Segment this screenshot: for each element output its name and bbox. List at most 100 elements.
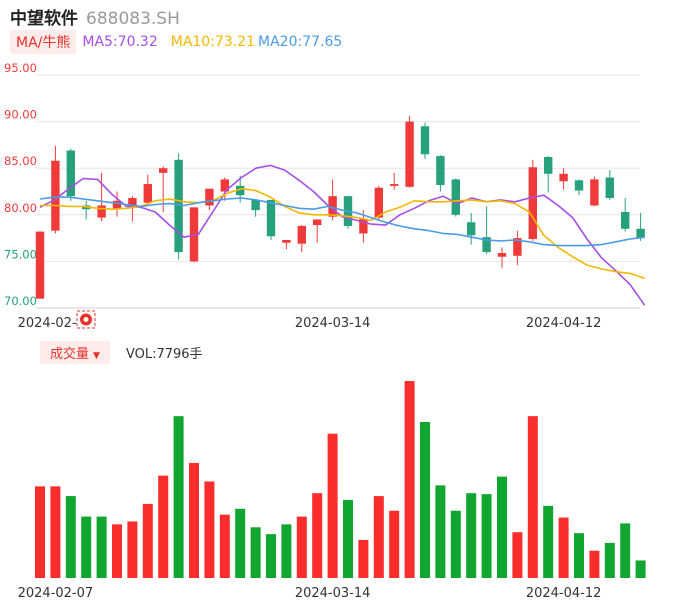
volume-bar[interactable] <box>497 476 507 578</box>
volume-bar[interactable] <box>543 505 554 578</box>
candle[interactable] <box>528 159 537 241</box>
volume-bar[interactable] <box>50 486 61 578</box>
candle-body <box>374 187 383 218</box>
volume-bar[interactable] <box>327 433 338 578</box>
ma5-line <box>39 164 646 306</box>
y-tick-label: 75.00 <box>4 247 37 261</box>
candle[interactable] <box>66 148 75 201</box>
candle[interactable] <box>51 145 60 234</box>
candle[interactable] <box>544 156 553 193</box>
candle[interactable] <box>174 153 183 260</box>
candle[interactable] <box>266 199 276 240</box>
volume-bar[interactable] <box>558 517 569 578</box>
volume-bar[interactable] <box>112 524 122 578</box>
volume-bar[interactable] <box>589 550 600 578</box>
candle[interactable] <box>390 172 399 190</box>
candle-body <box>328 196 337 217</box>
ma-indicator-selector[interactable]: MA/牛熊 <box>10 30 77 54</box>
volume-bar[interactable] <box>266 534 276 578</box>
y-tick-label: 80.00 <box>4 201 37 215</box>
volume-bar[interactable] <box>435 485 446 578</box>
candle[interactable] <box>605 170 614 200</box>
volume-bar[interactable] <box>512 532 523 578</box>
candle[interactable] <box>128 196 137 222</box>
volume-bar[interactable] <box>296 516 307 578</box>
candle-body <box>420 126 430 155</box>
volume-bar[interactable] <box>189 462 199 578</box>
candle[interactable] <box>97 172 106 222</box>
event-marker-dot <box>83 317 89 322</box>
volume-bar[interactable] <box>127 521 138 578</box>
volume-indicator-selector[interactable]: 成交量 ▼ <box>40 340 110 364</box>
candle[interactable] <box>205 188 214 211</box>
volume-legend: 成交量 ▼ VOL:7796手 <box>40 340 203 364</box>
volume-bar[interactable] <box>235 508 246 578</box>
volume-bar[interactable] <box>604 542 615 578</box>
volume-bar[interactable] <box>358 539 369 578</box>
volume-bar[interactable] <box>373 496 384 578</box>
candle[interactable] <box>328 179 337 221</box>
candle-body <box>35 231 45 299</box>
volume-bar[interactable] <box>450 510 461 578</box>
volume-bar[interactable] <box>466 493 477 578</box>
volume-bar[interactable] <box>312 493 323 578</box>
candle[interactable] <box>467 212 476 245</box>
volume-bar[interactable] <box>420 422 430 578</box>
volume-bar[interactable] <box>404 381 415 578</box>
volume-bar[interactable] <box>250 527 261 578</box>
candle[interactable] <box>497 247 507 268</box>
candle[interactable] <box>590 176 599 207</box>
candle[interactable] <box>251 199 260 217</box>
volume-bar[interactable] <box>65 496 76 578</box>
candle-body <box>174 159 183 253</box>
candle[interactable] <box>374 185 383 220</box>
volume-bar[interactable] <box>219 514 230 578</box>
volume-bar[interactable] <box>527 416 538 578</box>
candle-body <box>467 222 476 236</box>
candle-body <box>51 160 60 231</box>
candle[interactable] <box>405 116 414 188</box>
candle[interactable] <box>143 174 152 205</box>
volume-x-axis: 2024-02-07 2024-03-14 2024-04-12 <box>18 586 602 601</box>
candle[interactable] <box>513 230 522 266</box>
candle-body <box>189 207 199 262</box>
kline-grid <box>36 74 640 309</box>
candle[interactable] <box>559 168 568 190</box>
ma20-legend: MA20:77.65 <box>258 34 343 50</box>
candle[interactable] <box>621 198 630 232</box>
volume-bar[interactable] <box>389 510 400 578</box>
x-tick-label: 2024-04-12 <box>526 586 602 601</box>
candle[interactable] <box>451 178 460 217</box>
candle[interactable] <box>313 219 322 243</box>
candle[interactable] <box>159 166 168 213</box>
volume-bar[interactable] <box>635 560 646 578</box>
volume-bar[interactable] <box>81 516 92 578</box>
volume-bar[interactable] <box>204 481 215 578</box>
candle[interactable] <box>636 212 645 241</box>
volume-bar[interactable] <box>281 524 292 578</box>
volume-bar[interactable] <box>35 486 45 578</box>
candle-body <box>528 167 537 240</box>
volume-bar[interactable] <box>158 475 169 578</box>
candle[interactable] <box>482 206 491 254</box>
candle[interactable] <box>420 122 430 159</box>
x-tick-label: 2024-03-14 <box>295 316 371 331</box>
volume-bar[interactable] <box>173 416 184 578</box>
candle-body <box>513 238 522 256</box>
candle[interactable] <box>35 231 45 299</box>
volume-bar[interactable] <box>343 500 353 578</box>
candle[interactable] <box>297 225 306 253</box>
candle[interactable] <box>220 177 229 201</box>
volume-bar[interactable] <box>620 523 631 578</box>
volume-bar[interactable] <box>574 533 584 578</box>
candle[interactable] <box>574 179 584 196</box>
candle[interactable] <box>82 200 91 220</box>
candle[interactable] <box>436 155 445 192</box>
volume-bar[interactable] <box>142 503 153 578</box>
volume-bar[interactable] <box>481 494 492 578</box>
x-tick-label: 2024-03-14 <box>295 586 371 601</box>
candle[interactable] <box>282 239 291 250</box>
volume-bar[interactable] <box>96 516 107 578</box>
event-marker[interactable] <box>76 310 96 329</box>
